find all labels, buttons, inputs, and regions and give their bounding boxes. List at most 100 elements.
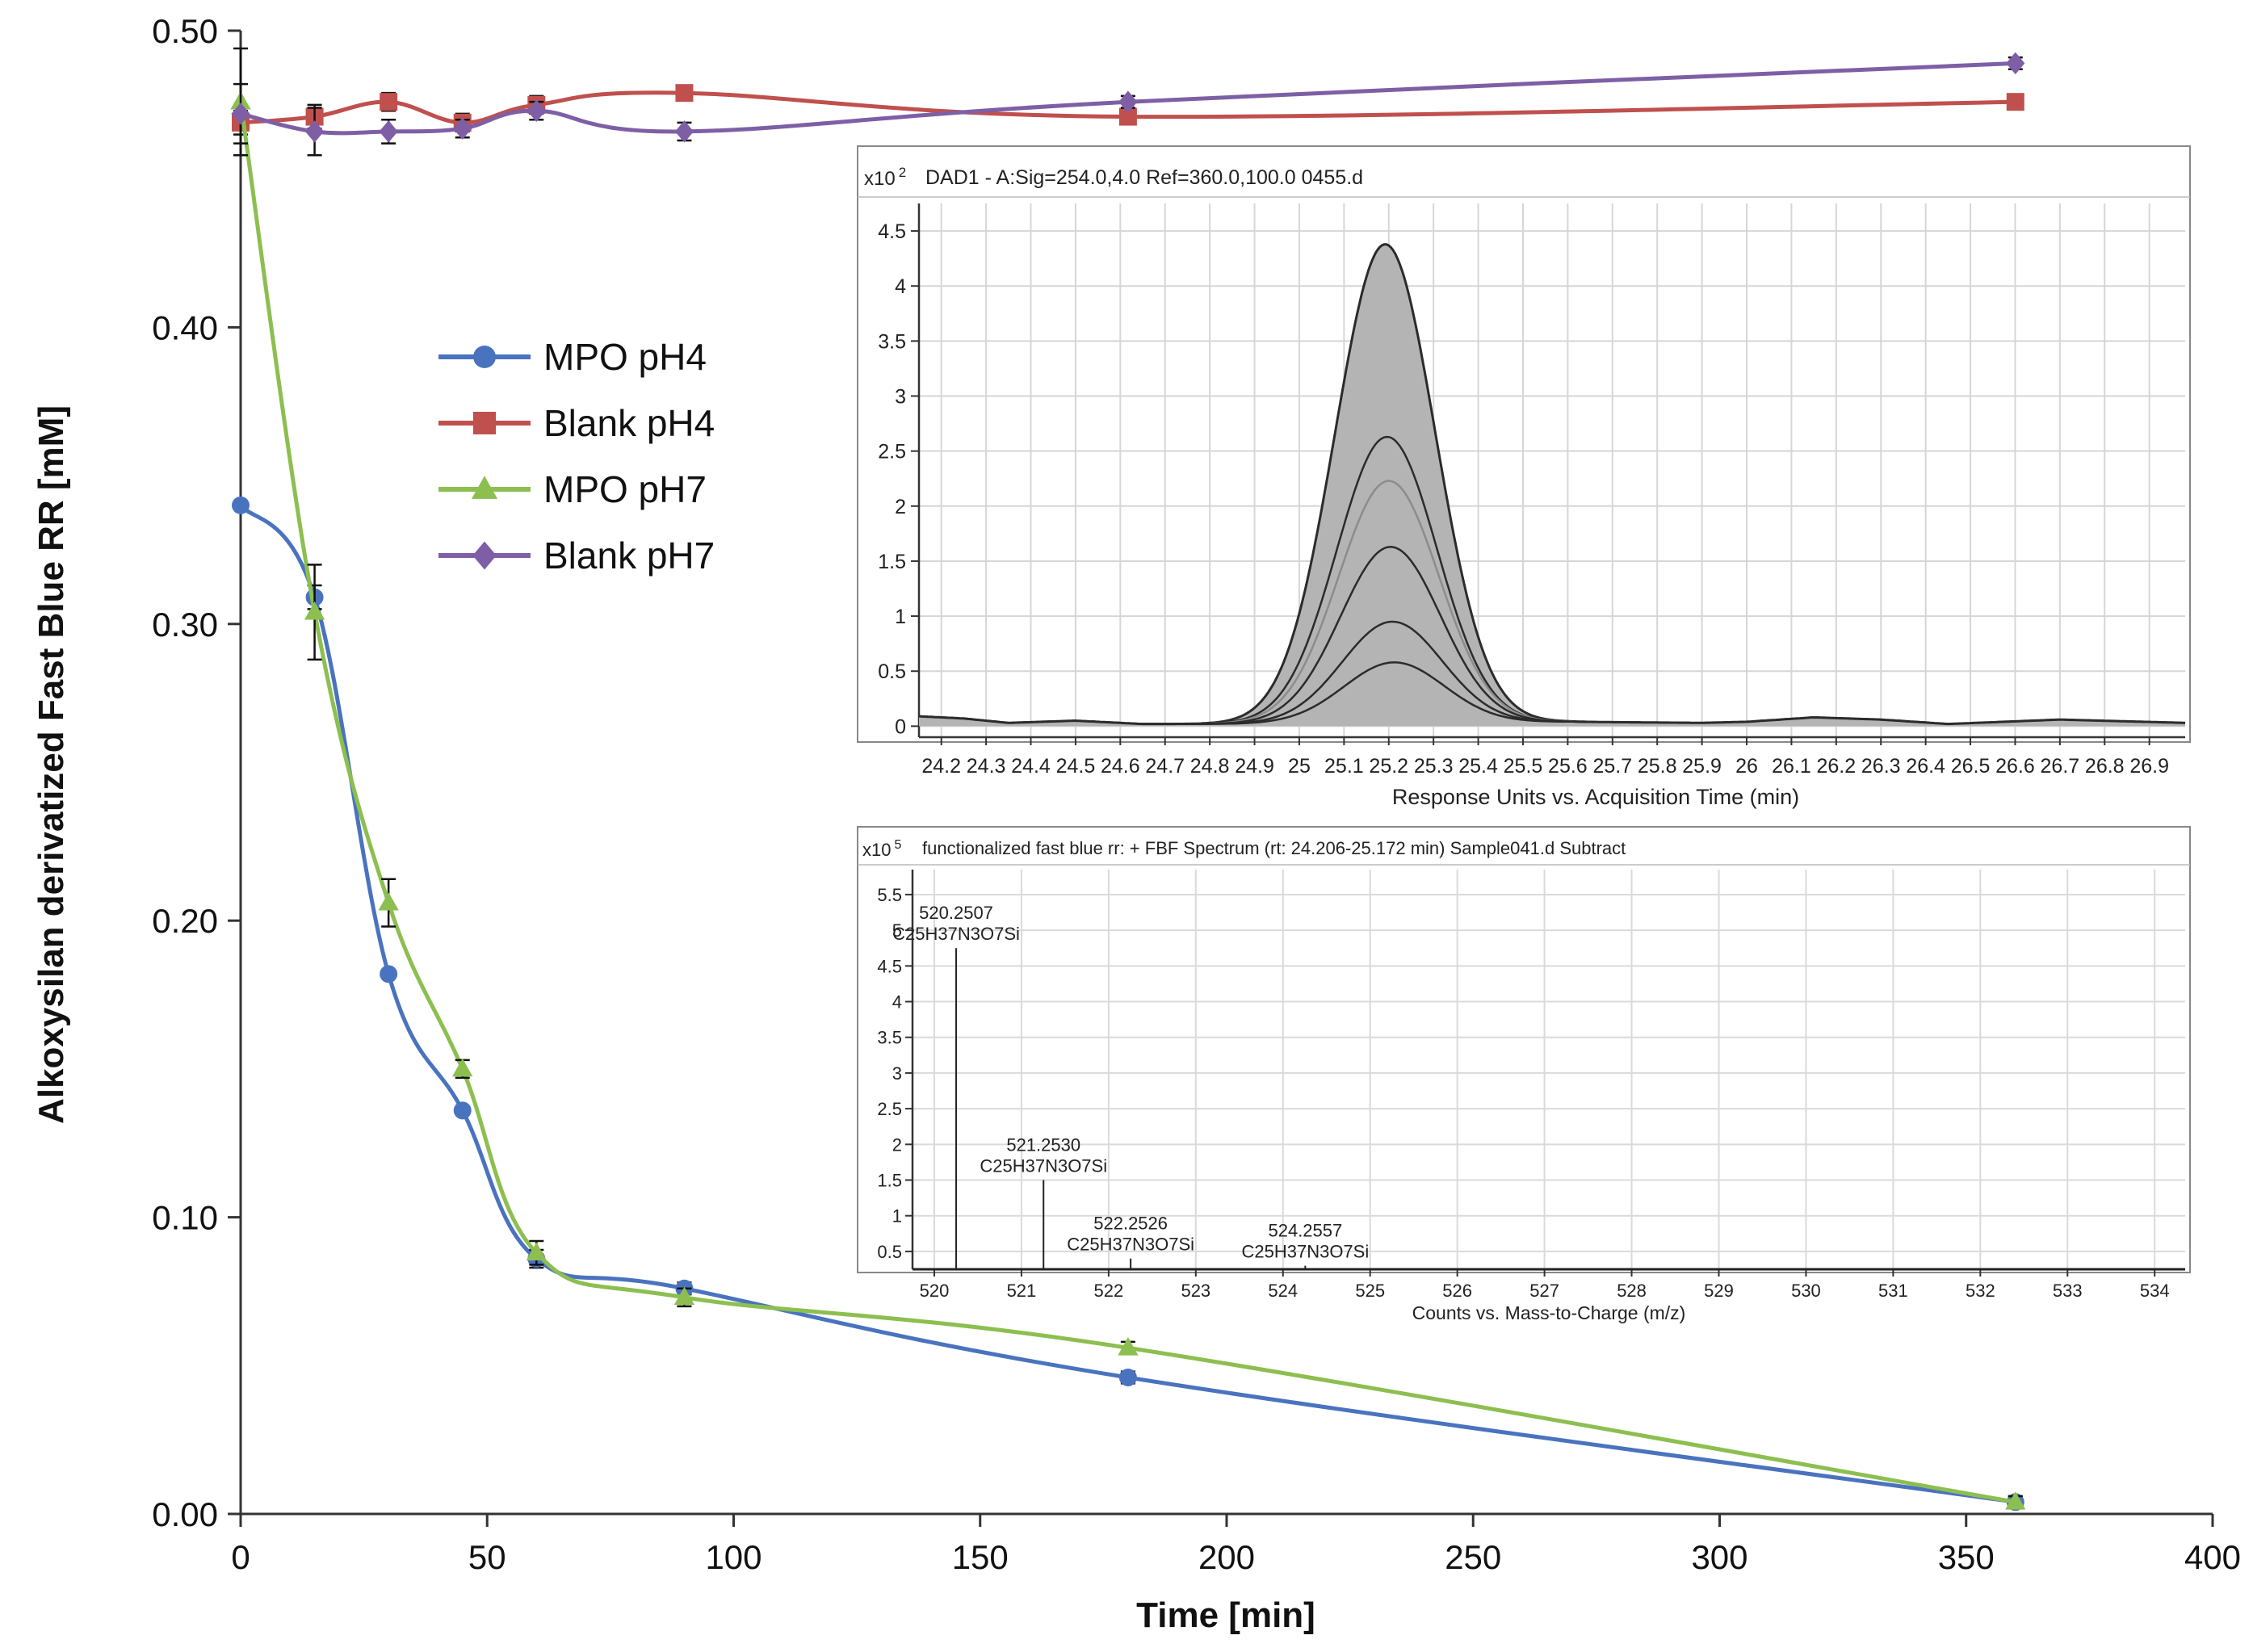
chrom-x-tick-label: 26.7 bbox=[2041, 755, 2080, 778]
chrom-x-tick-label: 24.4 bbox=[1011, 755, 1051, 778]
spec-x-tick-label: 534 bbox=[2140, 1281, 2170, 1301]
spec-peak-formula-label: C25H37N3O7Si bbox=[892, 924, 1020, 944]
data-point-mpo-ph7 bbox=[2005, 1491, 2026, 1510]
chrom-x-tick-label: 26.4 bbox=[1906, 755, 1945, 778]
chrom-y-tick-label: 2 bbox=[895, 496, 906, 518]
spec-y-tick-label: 5 bbox=[892, 920, 902, 941]
chrom-y-tick-label: 4.5 bbox=[878, 220, 906, 243]
legend-label: Blank pH7 bbox=[543, 535, 715, 577]
chrom-x-tick-label: 25.8 bbox=[1638, 755, 1677, 778]
x-tick-label: 350 bbox=[1938, 1538, 1995, 1576]
spec-x-tick-label: 526 bbox=[1442, 1281, 1472, 1301]
x-tick-label: 150 bbox=[952, 1538, 1009, 1576]
inset-chromatogram-x-label: Response Units vs. Acquisition Time (min… bbox=[1392, 785, 1799, 809]
data-point-mpo-ph4 bbox=[453, 1101, 472, 1120]
spec-y-tick-label: 3 bbox=[892, 1063, 902, 1084]
chrom-y-tick-label: 3 bbox=[895, 386, 906, 409]
chrom-x-tick-label: 25.4 bbox=[1458, 755, 1498, 778]
spec-x-tick-label: 523 bbox=[1181, 1281, 1210, 1301]
spec-x-tick-label: 527 bbox=[1529, 1281, 1559, 1301]
spec-peak-formula-label: C25H37N3O7Si bbox=[1067, 1235, 1194, 1255]
data-point-blank-ph7 bbox=[453, 117, 472, 140]
chrom-x-tick-label: 25.2 bbox=[1369, 755, 1408, 778]
legend-item-mpo-ph7: MPO pH7 bbox=[438, 468, 707, 510]
x-tick-label: 50 bbox=[468, 1538, 506, 1576]
chrom-x-tick-label: 26.5 bbox=[1951, 755, 1991, 778]
spec-y-tick-label: 4 bbox=[892, 992, 902, 1013]
data-point-mpo-ph4 bbox=[232, 496, 250, 514]
data-point-blank-ph7 bbox=[379, 120, 398, 143]
legend-item-blank-ph4: Blank pH4 bbox=[438, 402, 715, 444]
legend: MPO pH4 Blank pH4 MPO pH7 Blank pH7 bbox=[438, 336, 715, 577]
chrom-y-tick-label: 3.5 bbox=[878, 330, 906, 353]
spec-x-tick-label: 531 bbox=[1878, 1281, 1908, 1301]
spec-peak-mz-label: 521.2530 bbox=[1006, 1135, 1080, 1155]
chrom-x-tick-label: 26.2 bbox=[1816, 755, 1856, 778]
inset-spectrum-multiplier-base: x10 bbox=[862, 840, 891, 860]
spec-x-tick-label: 528 bbox=[1617, 1281, 1647, 1301]
y-tick-label: 0.00 bbox=[152, 1495, 218, 1533]
spec-y-tick-label: 5.5 bbox=[877, 885, 902, 905]
x-tick-label: 400 bbox=[2184, 1538, 2241, 1576]
spec-y-tick-label: 0.5 bbox=[877, 1242, 902, 1262]
spec-x-tick-label: 522 bbox=[1094, 1281, 1124, 1301]
inset-spectrum-frame bbox=[857, 826, 2191, 1273]
data-point-blank-ph4 bbox=[675, 84, 694, 103]
chrom-x-tick-label: 25.1 bbox=[1324, 755, 1364, 778]
spec-y-tick-label: 4.5 bbox=[877, 956, 902, 976]
spec-peaks: 520.2507C25H37N3O7Si521.2530C25H37N3O7Si… bbox=[892, 903, 1369, 1269]
chrom-y-tick-label: 4 bbox=[895, 275, 906, 298]
inset-spectrum-multiplier-exp: 5 bbox=[894, 838, 901, 852]
inset-chromatogram-title: DAD1 - A:Sig=254.0,4.0 Ref=360.0,100.0 0… bbox=[925, 166, 1363, 189]
legend-marker bbox=[473, 412, 496, 434]
data-point-mpo-ph7 bbox=[1118, 1337, 1139, 1356]
inset-chromatogram-multiplier-base: x10 bbox=[864, 168, 896, 190]
x-tick-label: 300 bbox=[1691, 1538, 1747, 1576]
spec-peak-formula-label: C25H37N3O7Si bbox=[980, 1156, 1107, 1176]
data-point-blank-ph7 bbox=[305, 120, 325, 143]
chrom-x-tick-label: 24.9 bbox=[1235, 755, 1274, 778]
data-point-blank-ph7 bbox=[527, 99, 546, 122]
chrom-y-tick-label: 2.5 bbox=[878, 441, 906, 463]
data-point-blank-ph7 bbox=[1118, 90, 1138, 113]
spec-peak-mz-label: 522.2526 bbox=[1093, 1214, 1168, 1234]
series-blank-ph7 bbox=[231, 52, 2025, 157]
main-series bbox=[230, 47, 2026, 1512]
spec-y-tick-label: 1.5 bbox=[877, 1171, 902, 1191]
data-point-blank-ph4 bbox=[1118, 107, 1137, 126]
spec-y-tick-label: 2 bbox=[892, 1134, 902, 1155]
spec-y-tick-label: 3.5 bbox=[877, 1028, 902, 1048]
data-point-blank-ph7 bbox=[674, 120, 694, 143]
spec-x-tick-label: 521 bbox=[1007, 1281, 1037, 1301]
data-point-mpo-ph7 bbox=[304, 601, 325, 620]
series-mpo-ph7 bbox=[230, 47, 2026, 1510]
x-tick-label: 200 bbox=[1198, 1538, 1255, 1576]
chrom-x-tick-label: 24.2 bbox=[921, 755, 961, 778]
series-line-blank-ph7 bbox=[240, 61, 2016, 136]
chrom-x-tick-label: 26 bbox=[1735, 755, 1758, 778]
x-tick-label: 0 bbox=[231, 1538, 250, 1576]
main-y-axis-title: Alkoxysilan derivatized Fast Blue RR [mM… bbox=[31, 405, 71, 1124]
spec-x-tick-label: 524 bbox=[1268, 1281, 1298, 1301]
y-tick-label: 0.50 bbox=[152, 12, 218, 50]
legend-marker bbox=[472, 541, 497, 570]
chrom-y-tick-label: 0.5 bbox=[878, 660, 906, 683]
chrom-trace-line bbox=[918, 661, 2186, 725]
spec-x-tick-label: 532 bbox=[1966, 1281, 1995, 1301]
data-point-mpo-ph4 bbox=[380, 965, 398, 983]
main-plot: 0 50 100 150 200 250 300 350 4000.000.100.200.30… bbox=[152, 12, 2241, 1576]
chrom-x-tick-label: 25.3 bbox=[1414, 755, 1454, 778]
inset-spectrum-multiplier: x10 5 bbox=[862, 838, 901, 860]
data-point-mpo-ph7 bbox=[452, 1058, 473, 1077]
data-point-blank-ph7 bbox=[231, 103, 250, 125]
legend-label: Blank pH4 bbox=[543, 402, 715, 444]
data-point-mpo-ph4 bbox=[1118, 1368, 1137, 1386]
legend-item-blank-ph7: Blank pH7 bbox=[438, 535, 715, 577]
chrom-x-tick-label: 24.5 bbox=[1056, 755, 1096, 778]
data-point-mpo-ph7 bbox=[378, 891, 399, 911]
chrom-x-tick-label: 25.5 bbox=[1504, 755, 1543, 778]
x-tick-label: 100 bbox=[705, 1538, 761, 1576]
chrom-x-tick-label: 26.3 bbox=[1861, 755, 1901, 778]
